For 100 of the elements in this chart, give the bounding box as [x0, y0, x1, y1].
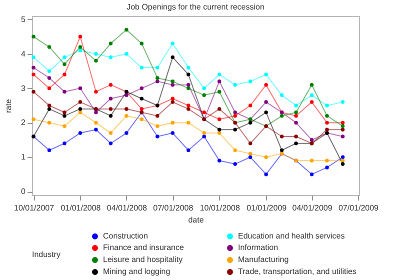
point	[78, 86, 82, 90]
point	[325, 120, 329, 125]
point	[340, 134, 345, 138]
point	[62, 142, 66, 146]
point	[340, 124, 345, 128]
point	[108, 42, 113, 46]
point	[233, 82, 237, 87]
point	[78, 45, 82, 49]
point	[170, 42, 175, 46]
point	[186, 148, 190, 152]
point	[248, 104, 252, 108]
point	[170, 131, 175, 135]
point	[294, 114, 298, 118]
point	[325, 158, 329, 162]
point	[310, 100, 314, 104]
point	[310, 138, 314, 142]
point	[202, 110, 206, 114]
point	[186, 66, 190, 70]
point	[294, 142, 298, 146]
point	[124, 28, 128, 32]
y-tick-label: 1	[21, 152, 26, 162]
point	[294, 120, 298, 125]
point	[233, 128, 237, 132]
point	[47, 148, 52, 152]
point	[233, 110, 237, 114]
point	[108, 131, 113, 135]
point	[140, 66, 144, 70]
point	[325, 104, 329, 108]
point	[186, 86, 190, 90]
point	[94, 120, 98, 125]
legend-label: Information	[238, 243, 278, 252]
point	[124, 114, 128, 118]
point	[62, 114, 66, 118]
point	[94, 90, 98, 94]
y-tick-label: 3	[21, 84, 26, 93]
point	[233, 148, 237, 152]
point	[202, 93, 206, 98]
legend-label: Manufacturing	[238, 255, 289, 264]
point	[47, 120, 52, 125]
point	[78, 48, 82, 52]
point	[202, 134, 206, 138]
point	[47, 76, 52, 80]
point	[32, 117, 36, 122]
point	[264, 100, 268, 104]
point	[156, 76, 160, 80]
point	[217, 80, 222, 84]
point	[264, 155, 268, 159]
point	[124, 131, 128, 135]
point	[294, 134, 298, 138]
point	[186, 120, 190, 125]
point	[186, 107, 190, 111]
point	[248, 80, 252, 84]
x-tick-label: 01/01/2008	[60, 204, 102, 212]
x-tick-label: 04/01/2008	[106, 204, 148, 212]
point	[32, 72, 36, 76]
point	[170, 55, 175, 60]
point	[264, 72, 268, 76]
point	[94, 52, 98, 56]
point	[156, 114, 160, 118]
point	[280, 114, 284, 118]
point	[202, 131, 206, 135]
legend-label: Education and health services	[238, 231, 345, 240]
point	[62, 110, 66, 114]
point	[32, 90, 36, 94]
point	[140, 86, 144, 90]
point	[248, 142, 252, 146]
point	[62, 62, 66, 66]
point	[340, 100, 345, 104]
point	[32, 66, 36, 70]
point	[78, 34, 82, 39]
point	[62, 90, 66, 94]
point	[186, 104, 190, 108]
point	[280, 148, 284, 152]
point	[62, 72, 66, 76]
point	[294, 110, 298, 114]
legend-label: Leisure and hospitality	[103, 255, 183, 264]
point	[124, 52, 128, 56]
point	[32, 34, 36, 39]
point	[233, 114, 237, 118]
point	[78, 131, 82, 135]
point	[156, 134, 160, 138]
point	[340, 120, 345, 125]
point	[310, 93, 314, 98]
point	[156, 66, 160, 70]
point	[78, 100, 82, 104]
point	[233, 162, 237, 166]
point	[310, 82, 314, 87]
legend-label: Mining and logging	[103, 267, 170, 276]
point	[140, 96, 144, 100]
y-tick-label: 4	[21, 49, 26, 58]
point	[108, 96, 113, 100]
chart-title: Job Openings for the current recession	[126, 2, 264, 12]
point	[280, 93, 284, 98]
point	[156, 80, 160, 84]
point	[62, 55, 66, 60]
point	[217, 131, 222, 135]
point	[217, 90, 222, 94]
point	[108, 107, 113, 111]
point	[217, 117, 222, 122]
point	[264, 82, 268, 87]
